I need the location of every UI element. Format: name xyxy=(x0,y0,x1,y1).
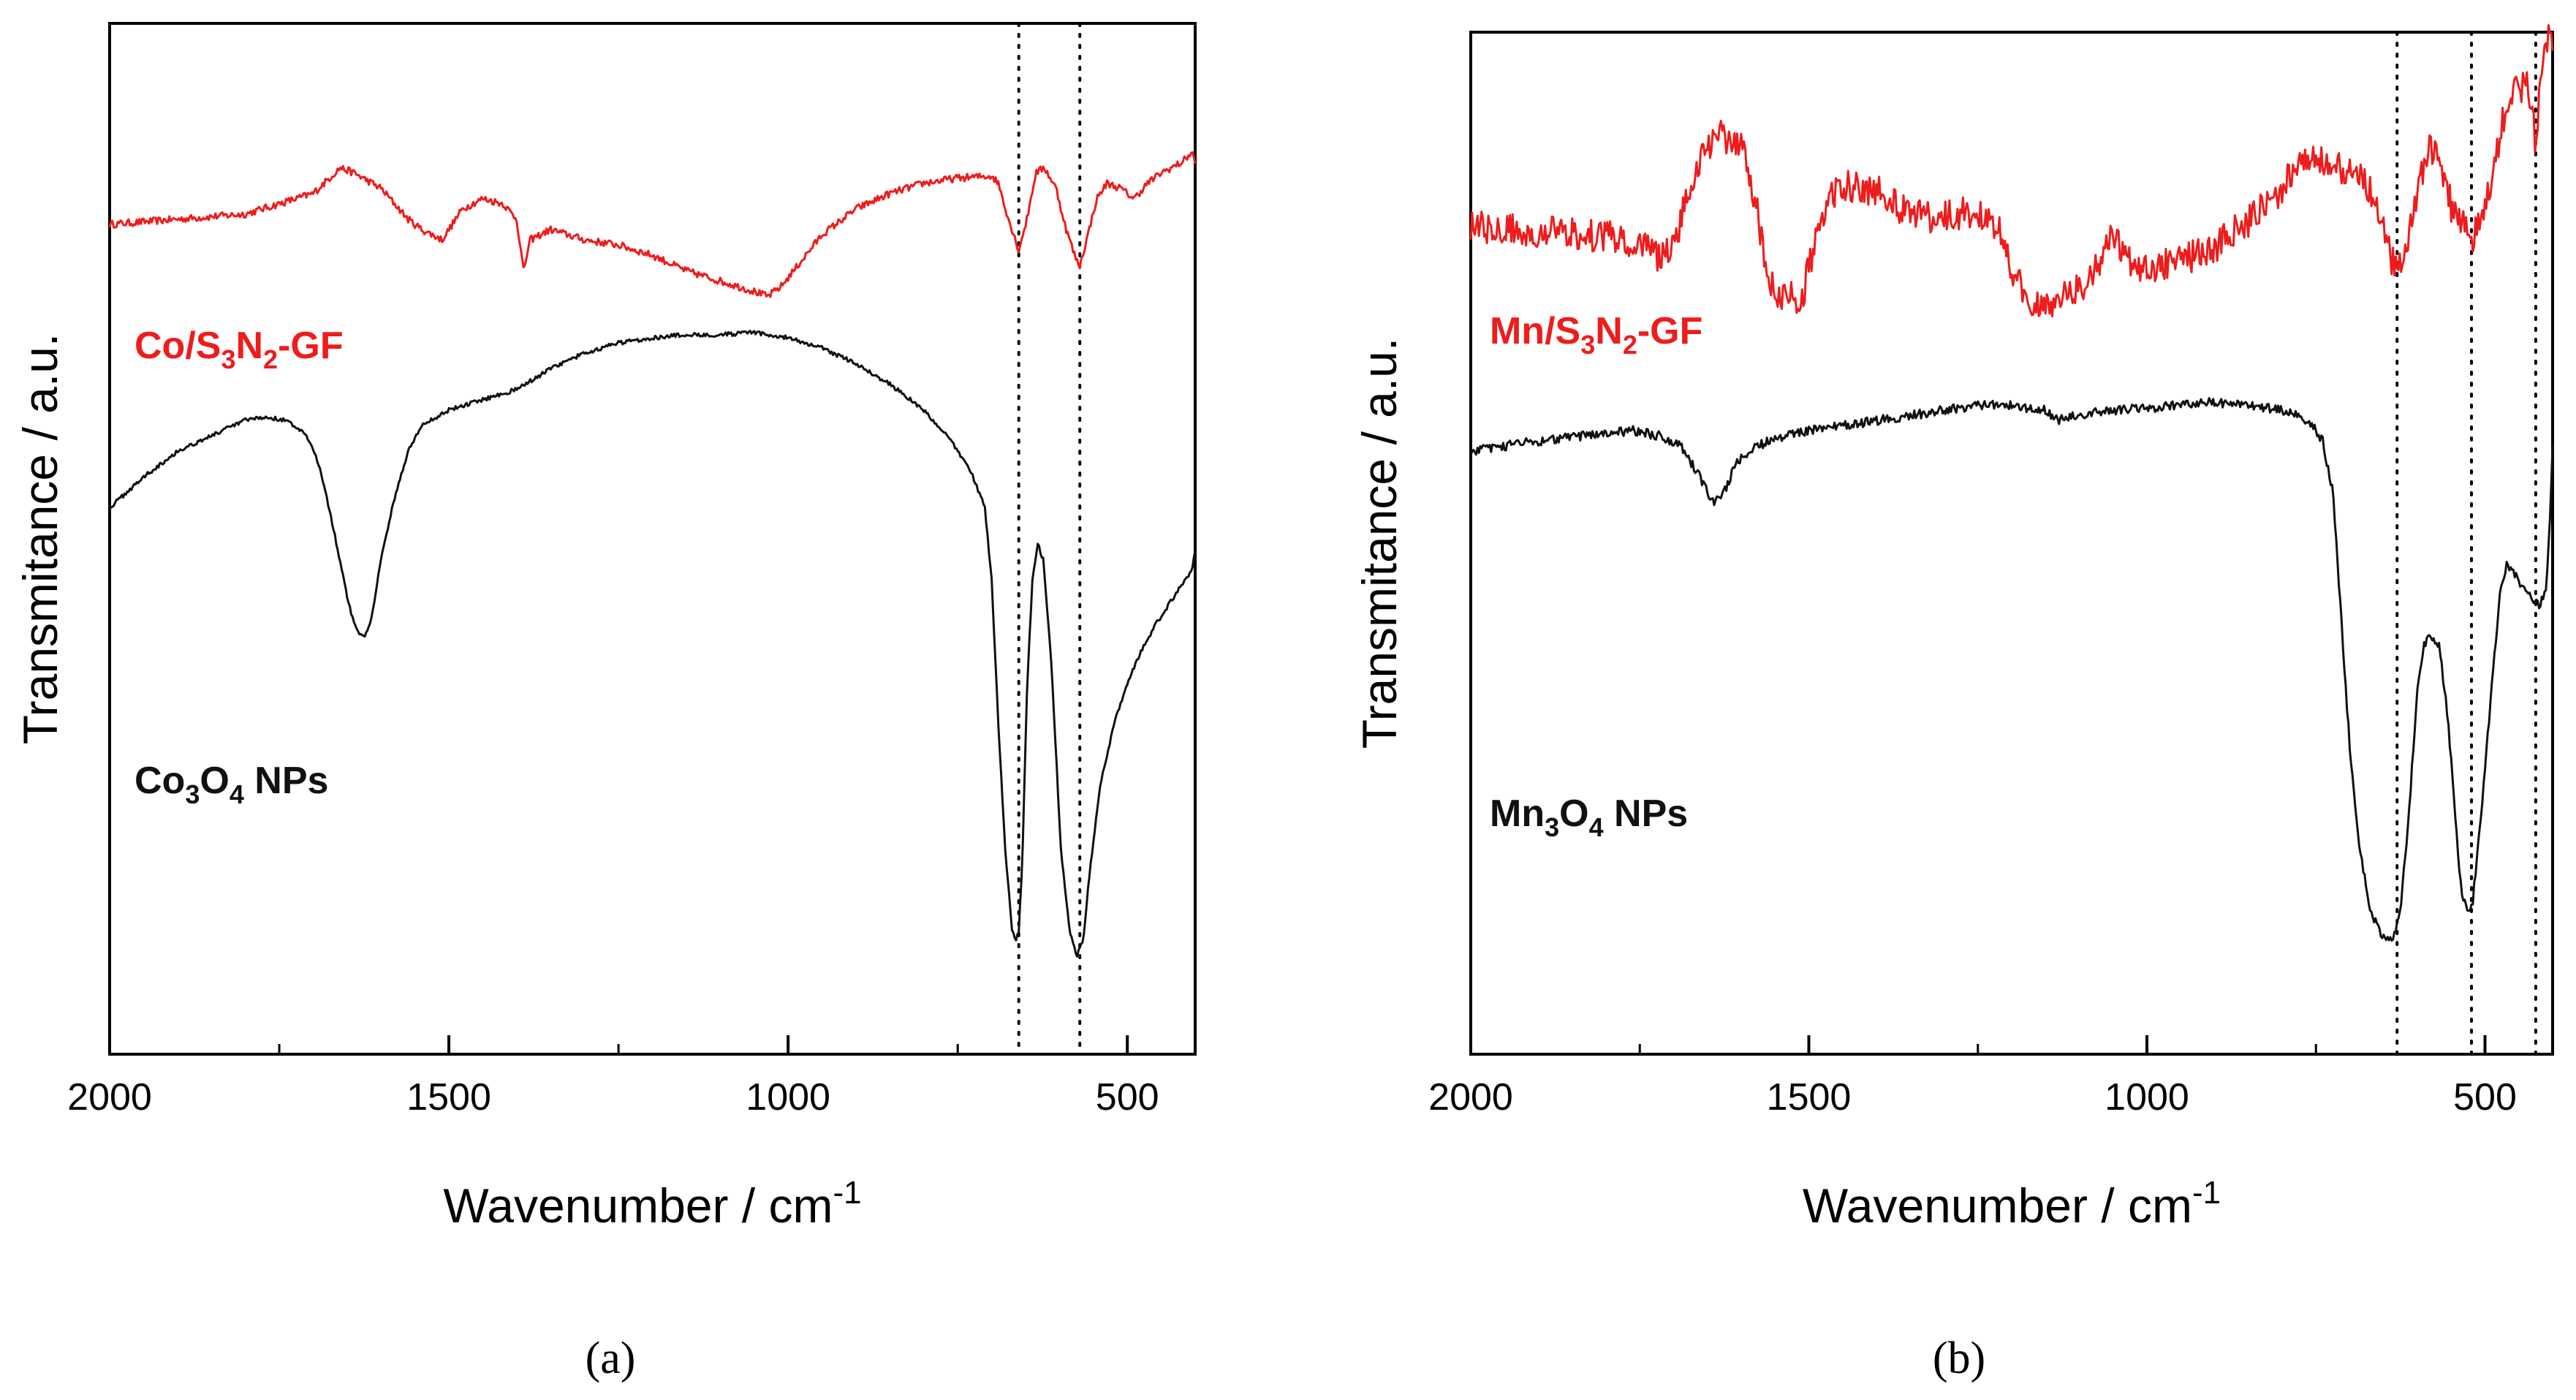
x-axis-title-superscript: -1 xyxy=(833,1175,861,1211)
label-part: O xyxy=(200,760,229,802)
label-part: N xyxy=(235,325,263,367)
label-subscript: 2 xyxy=(1623,330,1637,360)
series-label: Co/S3N2-GF xyxy=(135,325,344,374)
y-axis-title: Transmitance / a.u. xyxy=(1352,338,1406,749)
y-axis-title: Transmitance / a.u. xyxy=(13,333,67,744)
label-part: -GF xyxy=(1637,310,1703,352)
x-tick-label: 500 xyxy=(2453,1076,2517,1119)
label-part: NPs xyxy=(244,760,329,802)
label-part: N xyxy=(1595,310,1623,352)
x-tick-label: 1500 xyxy=(1767,1076,1852,1119)
plot-frame xyxy=(1469,31,2554,1056)
series-label: Mn/S3N2-GF xyxy=(1490,310,1702,360)
x-axis-title: Wavenumber / cm-1 xyxy=(443,1175,861,1233)
x-tick-label: 500 xyxy=(1096,1076,1159,1119)
label-subscript: 3 xyxy=(185,779,200,809)
label-subscript: 4 xyxy=(1589,812,1604,842)
label-part: O xyxy=(1559,792,1588,835)
label-subscript: 4 xyxy=(230,779,244,809)
series-line-0 xyxy=(108,151,1197,298)
label-part: Mn xyxy=(1490,792,1545,835)
x-tick-label: 1000 xyxy=(2105,1076,2189,1119)
series-label: Mn3O4 NPs xyxy=(1490,792,1688,842)
panel-caption: (a) xyxy=(586,1333,636,1383)
x-tick-label: 1500 xyxy=(406,1076,491,1119)
series-line-1 xyxy=(1469,397,2554,942)
panel-caption: (b) xyxy=(1933,1333,1985,1383)
label-subscript: 3 xyxy=(1580,330,1595,360)
label-part: NPs xyxy=(1604,792,1689,835)
label-subscript: 3 xyxy=(1545,812,1559,842)
x-tick-label: 2000 xyxy=(67,1076,152,1119)
x-tick-label: 1000 xyxy=(746,1076,830,1119)
x-axis-title-text: Wavenumber / cm xyxy=(443,1178,833,1233)
series-line-0 xyxy=(1469,24,2554,318)
x-axis-title-superscript: -1 xyxy=(2192,1175,2221,1211)
x-axis-title-text: Wavenumber / cm xyxy=(1803,1178,2192,1233)
series-line-1 xyxy=(108,330,1197,958)
label-subscript: 2 xyxy=(263,344,278,374)
series-label: Co3O4 NPs xyxy=(135,760,328,809)
label-part: Co/S xyxy=(135,325,221,367)
label-part: Co xyxy=(135,760,185,802)
plot-frame xyxy=(108,22,1197,1056)
label-subscript: 3 xyxy=(221,344,235,374)
label-part: Mn/S xyxy=(1490,310,1580,352)
x-tick-label: 2000 xyxy=(1428,1076,1513,1119)
x-axis-title: Wavenumber / cm-1 xyxy=(1803,1175,2221,1233)
label-part: -GF xyxy=(278,325,344,367)
